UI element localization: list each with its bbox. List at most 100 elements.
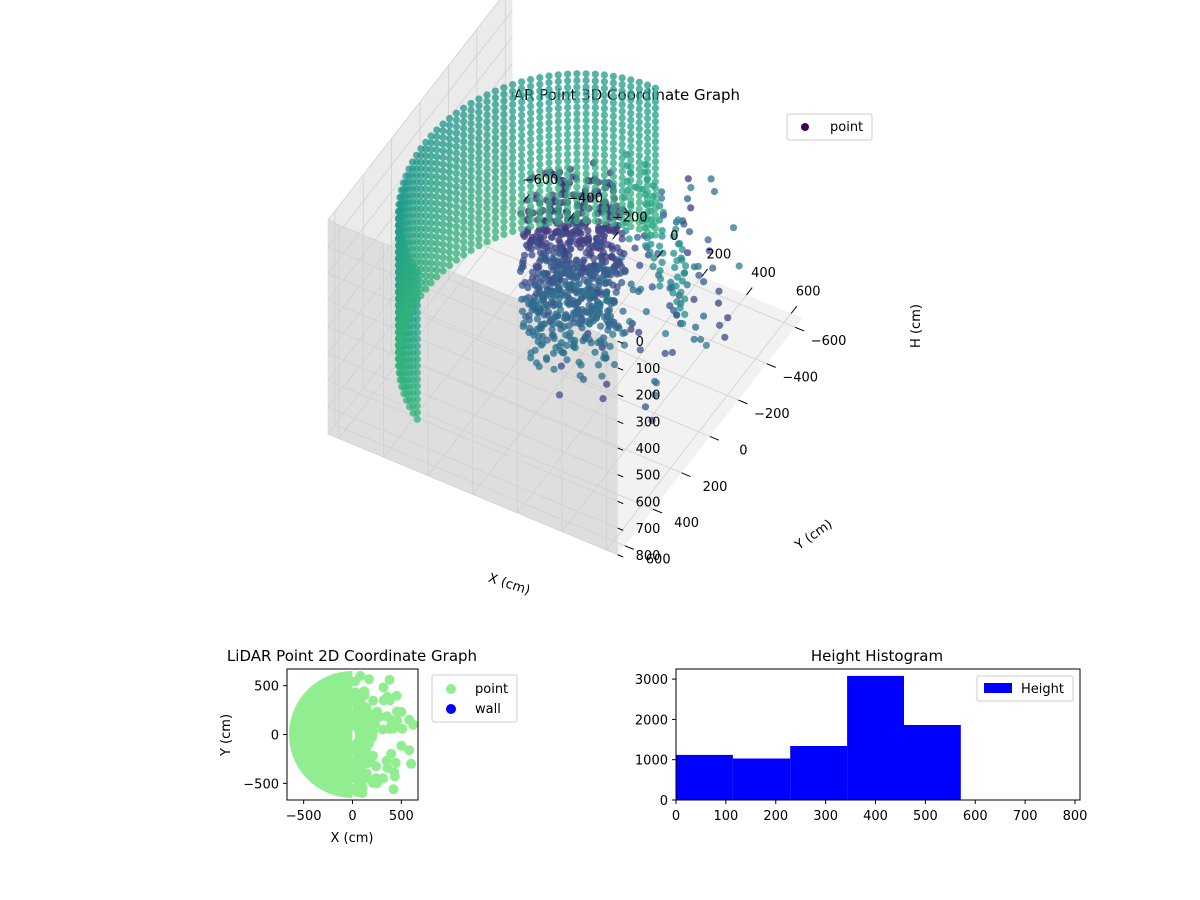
3d-data-point [500,230,508,239]
3d-data-point [591,117,599,125]
3d-data-point [600,334,608,342]
3d-grid-line [334,424,625,547]
3d-data-point [536,80,544,88]
3d-data-point [460,191,468,199]
3d-data-point [591,104,599,112]
3d-data-point [609,139,618,147]
3d-data-point [582,249,590,257]
3d-data-point [500,137,508,145]
3d-data-point [545,85,553,93]
3d-data-point [433,219,441,227]
3d-y-tick [681,472,691,478]
3d-data-point [445,141,454,149]
3d-data-point [527,169,535,177]
3d-data-point [651,111,660,119]
2d-data-point [397,723,408,734]
3d-data-point [554,218,562,226]
3d-data-point [467,220,475,228]
3d-data-point [573,90,581,98]
3d-data-point [445,161,454,169]
3d-data-point [445,228,454,236]
3d-data-point [573,183,581,191]
3d-data-point [550,334,558,342]
3d-data-point [509,127,517,135]
3d-data-point [535,332,543,340]
3d-x-tick-label: 600 [796,285,821,300]
3d-data-point [635,132,643,140]
3d-data-point [618,207,626,215]
3d-data-point [534,228,542,236]
3d-data-point [618,194,626,202]
3d-data-point [500,164,508,172]
3d-data-point [582,203,590,211]
3d-data-point [422,185,430,193]
2d-data-point [357,788,368,799]
3d-z-tick-label: 700 [636,522,661,537]
3d-data-point [427,245,435,254]
3d-data-point [509,134,517,142]
3d-data-point [547,263,556,271]
3d-data-point [635,328,643,336]
3d-data-point [643,88,652,96]
3d-data-point [545,119,553,127]
3d-data-point [400,390,408,398]
3d-data-point [439,167,447,175]
3d-data-point [539,290,547,299]
3d-data-point [643,121,652,129]
3d-data-point [422,285,430,293]
3d-z-tick [617,394,624,398]
3d-data-point [422,152,430,160]
3d-data-point [635,78,643,86]
3d-data-point [545,172,553,180]
3d-data-point [596,300,604,308]
3d-data-point [606,342,614,350]
3d-data-point [651,211,660,219]
3d-data-point [602,279,610,287]
3d-data-point [491,127,499,135]
3d-data-point [467,173,475,181]
3d-data-point [439,227,447,235]
3d-data-point [545,192,553,200]
3d-data-point [433,173,441,181]
3d-data-point [643,168,652,176]
3d-data-point [549,320,557,328]
2d-y-tick-label: −500 [243,777,279,792]
3d-z-tick-label: 800 [636,549,661,564]
3d-data-point [543,257,551,265]
3d-data-point [433,179,441,187]
3d-data-point [545,112,553,120]
3d-data-point [564,97,572,105]
3d-data-point [460,218,468,226]
3d-data-point [422,158,430,166]
3d-data-point [561,314,569,323]
3d-data-point [649,263,657,271]
3d-data-point [613,258,621,266]
3d-data-point [643,128,652,136]
3d-data-point [483,124,491,132]
3d-y-tick [766,363,776,368]
2d-data-point [368,726,379,737]
3d-data-point [635,218,643,227]
3d-data-point [445,114,454,123]
3d-data-point [582,123,590,131]
3d-data-point [651,164,660,172]
3d-data-point [576,236,584,244]
3d-data-point [643,194,652,203]
3d-data-point [643,188,652,196]
3d-data-point [618,235,626,243]
3d-data-point [600,78,609,86]
3d-data-point [536,120,544,128]
3d-data-point [670,249,678,257]
3d-data-point [600,198,609,206]
3d-data-point [671,263,679,271]
3d-x-tick-label: 0 [670,229,678,244]
3d-data-point [554,71,562,79]
3d-data-point [591,197,599,205]
3d-data-point [670,232,678,240]
3d-data-point [579,258,587,266]
3d-data-point [636,346,644,354]
2d-data-point [354,741,365,752]
3d-data-point [527,116,535,124]
3d-data-point [545,92,553,100]
3d-data-point [564,184,572,192]
